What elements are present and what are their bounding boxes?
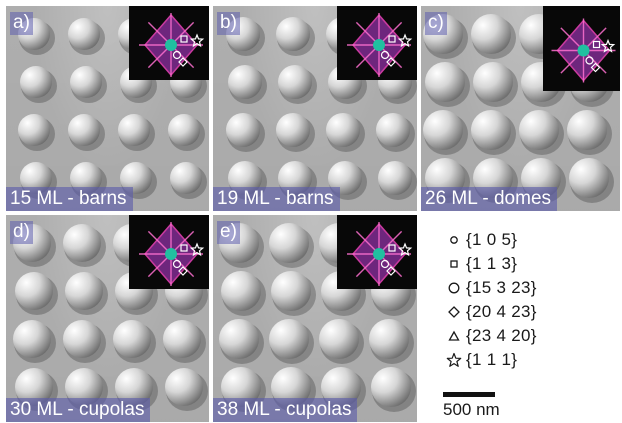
island [471, 110, 516, 155]
legend-item-20-4-23: {20 4 23} [446, 300, 616, 324]
island [118, 114, 155, 151]
island [219, 319, 264, 364]
legend-text: {15 3 23} [466, 278, 537, 297]
island [163, 320, 206, 363]
legend-text: {1 1 1} [466, 350, 518, 369]
island [423, 110, 468, 155]
scale-bar [443, 392, 495, 397]
island [68, 18, 105, 55]
island [221, 271, 266, 316]
island [376, 113, 415, 152]
inset-fft-b [337, 6, 417, 80]
island [319, 319, 364, 364]
panel-label-b: 19 ML - barns [213, 187, 340, 211]
panel-e: e) 38 ML - cupolas [213, 215, 417, 422]
panel-label-a: 15 ML - barns [6, 187, 133, 211]
legend-text: {20 4 23} [466, 302, 537, 321]
island [113, 320, 156, 363]
island [473, 62, 518, 107]
island [165, 368, 208, 411]
circle-small-icon [446, 232, 462, 248]
island [519, 110, 564, 155]
square-icon [446, 256, 462, 272]
fft-pattern [347, 222, 411, 286]
island [271, 271, 316, 316]
island [18, 114, 55, 151]
panel-letter-c: c) [425, 12, 447, 35]
island [20, 66, 57, 103]
panel-c: c) 26 ML - domes [421, 6, 620, 211]
legend-item-105: {1 0 5} [446, 228, 616, 252]
fft-facet-markers [380, 242, 413, 276]
island [378, 161, 417, 200]
triangle-icon [446, 328, 462, 344]
island [65, 272, 108, 315]
island [226, 113, 265, 152]
panel-letter-e: e) [217, 221, 240, 244]
island [269, 319, 314, 364]
island [63, 320, 106, 363]
panel-d: d) 30 ML - cupolas [6, 215, 209, 422]
legend-item-111: {1 1 1} [446, 348, 616, 372]
island [168, 114, 205, 151]
island [569, 158, 614, 203]
fft-facet-markers [172, 33, 205, 67]
island [276, 17, 315, 56]
fft-facet-markers [380, 33, 413, 67]
island [425, 62, 470, 107]
island [371, 367, 416, 412]
inset-fft-e [337, 215, 417, 289]
island [13, 320, 56, 363]
scale-bar-label: 500 nm [443, 400, 500, 419]
legend-text: {1 1 3} [466, 254, 518, 273]
panel-label-d: 30 ML - cupolas [6, 398, 151, 422]
panel-label-c: 26 ML - domes [421, 187, 558, 211]
island [471, 14, 516, 59]
island [63, 224, 106, 267]
circle-icon [446, 280, 462, 296]
island [170, 162, 207, 199]
island [228, 65, 267, 104]
fft-pattern [347, 13, 411, 77]
inset-fft-c [543, 6, 620, 91]
legend-item-23-4-20: {23 4 20} [446, 324, 616, 348]
legend-item-15-3-23: {15 3 23} [446, 276, 616, 300]
island [276, 113, 315, 152]
panel-letter-a: a) [10, 12, 33, 35]
fft-pattern [139, 13, 203, 77]
island [326, 113, 365, 152]
panel-letter-b: b) [217, 12, 240, 35]
island [15, 272, 58, 315]
star-icon [446, 352, 462, 368]
panel-b: b) 19 ML - barns [213, 6, 417, 211]
island [68, 114, 105, 151]
panel-letter-d: d) [10, 221, 33, 244]
panel-label-e: 38 ML - cupolas [213, 398, 358, 422]
panel-a: a) 15 ML - barns [6, 6, 209, 211]
island [369, 319, 414, 364]
legend-text: {1 0 5} [466, 230, 518, 249]
inset-fft-d [129, 215, 209, 289]
facet-legend: {1 0 5} {1 1 3} {15 3 23} {20 4 23} {23 … [446, 228, 616, 372]
inset-fft-a [129, 6, 209, 80]
fft-facet-markers [585, 38, 616, 73]
fft-pattern [139, 222, 203, 286]
island [269, 223, 314, 268]
legend-item-113: {1 1 3} [446, 252, 616, 276]
diamond-icon [446, 304, 462, 320]
island [70, 66, 107, 103]
island [567, 110, 612, 155]
island-array-e [219, 223, 416, 412]
fft-facet-markers [172, 242, 205, 276]
island [278, 65, 317, 104]
legend-text: {23 4 20} [466, 326, 537, 345]
